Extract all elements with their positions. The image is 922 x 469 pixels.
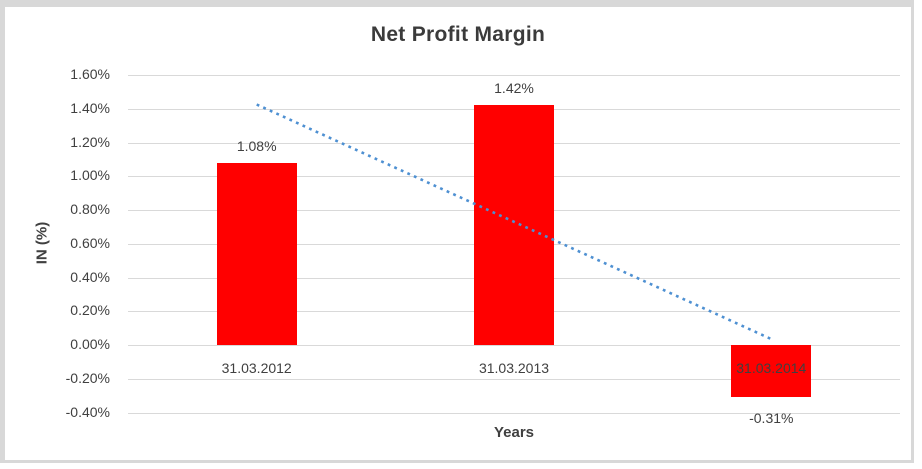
category-label: 31.03.2012 <box>221 360 292 376</box>
data-label: 1.08% <box>236 137 277 154</box>
x-axis-title: Years <box>493 424 535 441</box>
y-tick-label: 0.60% <box>70 234 110 251</box>
y-tick-label: -0.20% <box>65 369 110 386</box>
chart-title: Net Profit Margin <box>370 23 546 46</box>
data-label: -0.31% <box>749 410 794 427</box>
net-profit-margin-chart: Net Profit Margin IN (%) Years 1.60% 1.40… <box>5 7 911 460</box>
y-tick-label: -0.40% <box>65 403 110 420</box>
y-tick-label: 1.20% <box>70 133 110 150</box>
y-tick-label: 1.40% <box>70 99 110 116</box>
y-tick-label: 0.80% <box>70 201 110 217</box>
y-tick-label: 1.00% <box>70 167 110 184</box>
bar-31.03.2013 <box>474 105 554 345</box>
gridline <box>128 75 900 76</box>
data-label: 1.42% <box>494 80 534 97</box>
gridline <box>128 345 900 346</box>
y-tick-label: 1.60% <box>70 66 110 82</box>
bar-31.03.2012 <box>216 162 297 346</box>
y-tick-label: 0.40% <box>70 268 110 285</box>
linear-trendline <box>256 103 772 341</box>
bar-31.03.2014 <box>731 345 812 398</box>
gridline <box>128 378 900 380</box>
y-tick-label: 0.20% <box>70 302 110 319</box>
category-label: 31.03.2014 <box>736 360 807 376</box>
category-label: 31.03.2013 <box>478 360 550 376</box>
trendline-layer <box>256 103 772 341</box>
gridline <box>128 412 900 414</box>
y-tick-label: 0.00% <box>70 336 110 352</box>
plot-area <box>128 75 900 414</box>
